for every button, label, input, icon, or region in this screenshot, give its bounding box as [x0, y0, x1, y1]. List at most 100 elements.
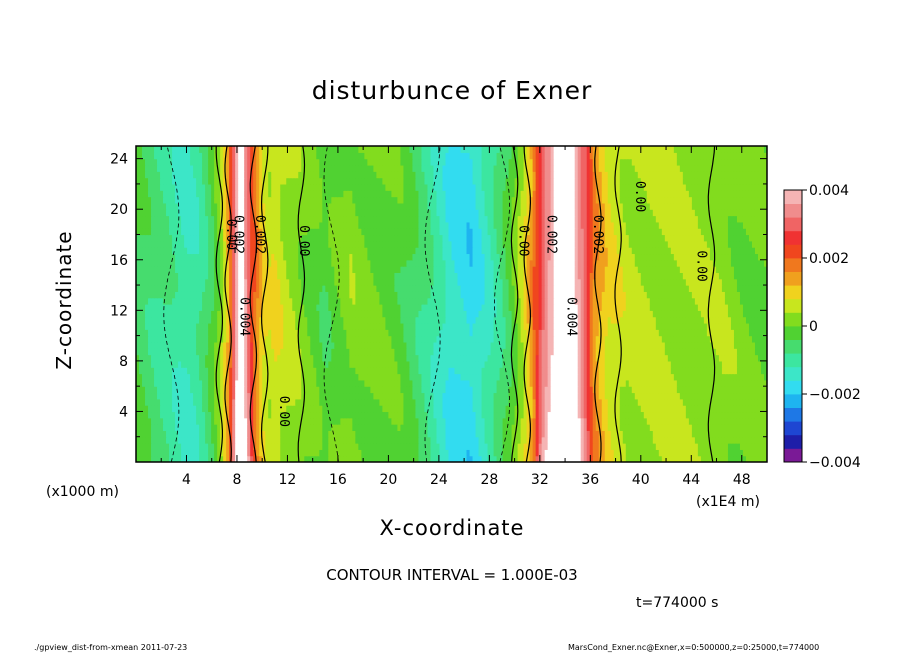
heatmap-cell: [163, 335, 167, 343]
heatmap-cell: [451, 373, 456, 381]
heatmap-cell: [565, 373, 570, 381]
heatmap-cell: [325, 392, 329, 400]
heatmap-cell: [316, 316, 320, 324]
heatmap-cell: [301, 411, 305, 419]
heatmap-cell: [658, 367, 663, 375]
heatmap-cell: [475, 322, 480, 330]
heatmap-cell: [481, 329, 486, 337]
heatmap-cell: [484, 392, 489, 400]
heatmap-cell: [457, 449, 462, 457]
heatmap-cell: [592, 316, 597, 324]
heatmap-cell: [160, 322, 164, 330]
heatmap-cell: [718, 379, 723, 387]
heatmap-cell: [736, 386, 741, 394]
heatmap-cell: [598, 367, 603, 375]
heatmap-cell: [748, 430, 753, 438]
heatmap-cell: [178, 392, 182, 400]
heatmap-cell: [454, 360, 459, 368]
heatmap-cell: [577, 329, 582, 337]
heatmap-cell: [136, 449, 140, 457]
heatmap-cell: [217, 424, 221, 431]
heatmap-cell: [430, 436, 435, 444]
heatmap-cell: [751, 436, 756, 444]
heatmap-cell: [715, 436, 720, 444]
heatmap-cell: [484, 417, 489, 425]
heatmap-cell: [571, 310, 576, 318]
heatmap-cell: [406, 449, 411, 457]
heatmap-cell: [154, 449, 158, 457]
heatmap-cell: [253, 392, 257, 400]
heatmap-cell: [277, 430, 281, 438]
heatmap-cell: [271, 436, 275, 444]
heatmap-cell: [154, 430, 158, 438]
heatmap-cell: [136, 335, 140, 343]
heatmap-cell: [214, 443, 218, 450]
heatmap-cell: [622, 443, 627, 450]
heatmap-cell: [760, 455, 765, 462]
heatmap-cell: [430, 443, 435, 450]
heatmap-cell: [403, 411, 408, 419]
heatmap-cell: [439, 341, 444, 349]
heatmap-cell: [310, 316, 314, 324]
heatmap-cell: [244, 310, 248, 318]
heatmap-cell: [520, 417, 525, 425]
heatmap-cell: [301, 310, 305, 318]
heatmap-cell: [298, 348, 302, 356]
heatmap-cell: [211, 335, 215, 343]
heatmap-cell: [547, 424, 552, 431]
heatmap-cell: [271, 398, 275, 406]
heatmap-cell: [505, 360, 510, 368]
heatmap-cell: [727, 392, 732, 400]
heatmap-cell: [523, 430, 528, 438]
heatmap-cell: [220, 379, 224, 387]
heatmap-cell: [331, 310, 335, 318]
heatmap-cell: [148, 398, 152, 406]
heatmap-cell: [565, 354, 570, 362]
heatmap-cell: [589, 379, 594, 387]
heatmap-cell: [292, 310, 296, 318]
heatmap-cell: [721, 405, 726, 413]
heatmap-cell: [691, 367, 696, 375]
heatmap-cell: [370, 316, 374, 324]
heatmap-cell: [550, 449, 555, 457]
heatmap-cell: [457, 398, 462, 406]
heatmap-cell: [439, 436, 444, 444]
heatmap-cell: [667, 392, 672, 400]
heatmap-cell: [754, 329, 759, 337]
heatmap-cell: [631, 386, 636, 394]
heatmap-cell: [764, 335, 767, 343]
heatmap-cell: [592, 436, 597, 444]
heatmap-cell: [661, 348, 666, 356]
heatmap-cell: [244, 354, 248, 362]
heatmap-cell: [739, 417, 744, 425]
heatmap-cell: [322, 348, 326, 356]
heatmap-cell: [463, 310, 468, 318]
heatmap-cell: [517, 379, 522, 387]
heatmap-cell: [430, 392, 435, 400]
heatmap-cell: [265, 430, 269, 438]
heatmap-cell: [724, 329, 729, 337]
heatmap-cell: [382, 430, 386, 438]
heatmap-cell: [208, 373, 212, 381]
heatmap-cell: [361, 310, 365, 318]
heatmap-cell: [424, 341, 429, 349]
heatmap-cell: [364, 354, 368, 362]
heatmap-cell: [589, 443, 594, 450]
heatmap-cell: [748, 386, 753, 394]
heatmap-cell: [544, 379, 549, 387]
heatmap-cell: [307, 411, 311, 419]
heatmap-cell: [253, 354, 257, 362]
heatmap-cell: [217, 379, 221, 387]
heatmap-cell: [337, 386, 341, 394]
heatmap-cell: [577, 322, 582, 330]
heatmap-cell: [409, 436, 414, 444]
heatmap-cell: [292, 373, 296, 381]
heatmap-cell: [553, 455, 558, 462]
heatmap-cell: [277, 360, 281, 368]
heatmap-cell: [469, 348, 474, 356]
heatmap-cell: [508, 373, 513, 381]
heatmap-cell: [646, 341, 651, 349]
heatmap-cell: [724, 348, 729, 356]
heatmap-cell: [463, 379, 468, 387]
heatmap-cell: [760, 316, 765, 324]
